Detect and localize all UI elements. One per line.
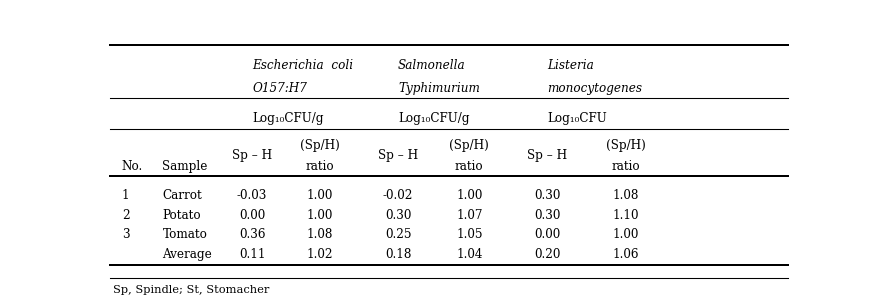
Text: Sp – H: Sp – H xyxy=(527,149,568,162)
Text: Potato: Potato xyxy=(162,208,201,221)
Text: Tomato: Tomato xyxy=(162,228,208,241)
Text: 1.07: 1.07 xyxy=(456,208,483,221)
Text: Log₁₀CFU: Log₁₀CFU xyxy=(548,112,607,125)
Text: 0.30: 0.30 xyxy=(385,208,411,221)
Text: 0.18: 0.18 xyxy=(385,247,412,260)
Text: (Sp/H): (Sp/H) xyxy=(605,138,646,151)
Text: 0.30: 0.30 xyxy=(534,208,561,221)
Text: 1.00: 1.00 xyxy=(456,188,483,201)
Text: 1.02: 1.02 xyxy=(307,247,333,260)
Text: monocytogenes: monocytogenes xyxy=(548,82,642,95)
Text: 1.10: 1.10 xyxy=(612,208,639,221)
Text: Sample: Sample xyxy=(162,160,208,172)
Text: 1.06: 1.06 xyxy=(612,247,639,260)
Text: 1.08: 1.08 xyxy=(307,228,333,241)
Text: 1.00: 1.00 xyxy=(612,228,639,241)
Text: 0.00: 0.00 xyxy=(239,208,265,221)
Text: Carrot: Carrot xyxy=(162,188,202,201)
Text: Log₁₀CFU/g: Log₁₀CFU/g xyxy=(398,112,470,125)
Text: Average: Average xyxy=(162,247,212,260)
Text: O157:H7: O157:H7 xyxy=(252,82,307,95)
Text: Listeria: Listeria xyxy=(548,59,594,72)
Text: (Sp/H): (Sp/H) xyxy=(449,138,490,151)
Text: 2: 2 xyxy=(122,208,130,221)
Text: Sp, Spindle; St, Stomacher: Sp, Spindle; St, Stomacher xyxy=(113,284,269,294)
Text: 0.30: 0.30 xyxy=(534,188,561,201)
Text: ratio: ratio xyxy=(306,160,335,172)
Text: 1.00: 1.00 xyxy=(307,188,333,201)
Text: Escherichia  coli: Escherichia coli xyxy=(252,59,353,72)
Text: 1.08: 1.08 xyxy=(612,188,639,201)
Text: -0.03: -0.03 xyxy=(237,188,267,201)
Text: No.: No. xyxy=(122,160,143,172)
Text: 1.00: 1.00 xyxy=(307,208,333,221)
Text: 0.25: 0.25 xyxy=(385,228,412,241)
Text: 0.20: 0.20 xyxy=(534,247,561,260)
Text: Salmonella: Salmonella xyxy=(398,59,466,72)
Text: -0.02: -0.02 xyxy=(383,188,413,201)
Text: (Sp/H): (Sp/H) xyxy=(300,138,340,151)
Text: 0.11: 0.11 xyxy=(239,247,265,260)
Text: 0.36: 0.36 xyxy=(239,228,265,241)
Text: Sp – H: Sp – H xyxy=(232,149,272,162)
Text: 1.05: 1.05 xyxy=(456,228,483,241)
Text: 1: 1 xyxy=(122,188,130,201)
Text: 3: 3 xyxy=(122,228,130,241)
Text: 0.00: 0.00 xyxy=(534,228,561,241)
Text: Sp – H: Sp – H xyxy=(378,149,418,162)
Text: Typhimurium: Typhimurium xyxy=(398,82,480,95)
Text: 1.04: 1.04 xyxy=(456,247,483,260)
Text: Log₁₀CFU/g: Log₁₀CFU/g xyxy=(252,112,323,125)
Text: ratio: ratio xyxy=(455,160,484,172)
Text: ratio: ratio xyxy=(611,160,639,172)
